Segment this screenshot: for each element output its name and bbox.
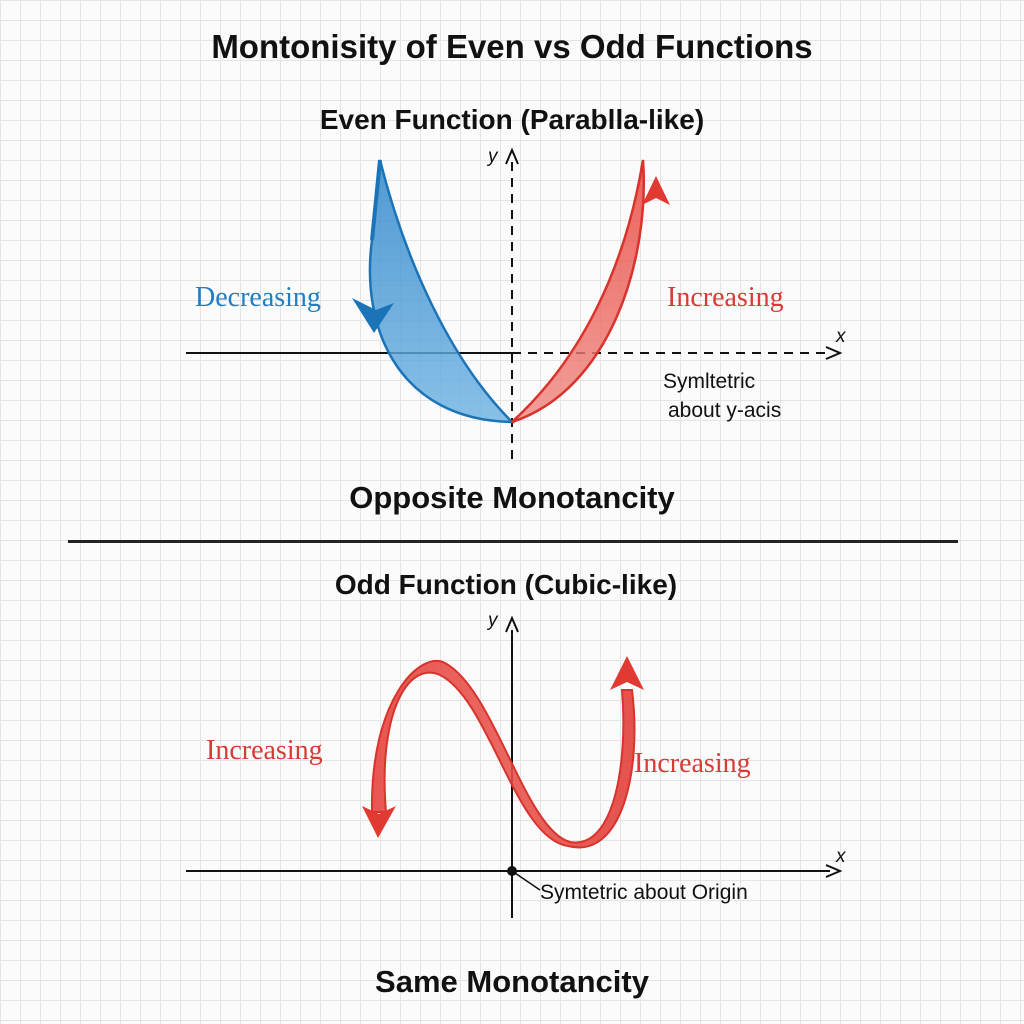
origin-pointer-line <box>511 870 541 891</box>
section-divider <box>68 540 958 543</box>
even-increasing-ribbon <box>511 159 645 424</box>
even-symmetry-note-line1: Symltetric <box>663 370 756 393</box>
even-decreasing-arrowhead <box>352 298 394 333</box>
odd-left-increasing-label: Increasing <box>206 735 323 766</box>
odd-x-axis-label: x <box>836 846 846 867</box>
odd-right-increasing-label: Increasing <box>634 748 751 779</box>
odd-function-graph <box>186 615 843 918</box>
even-function-graph <box>186 147 843 460</box>
even-y-axis-label: y <box>488 146 498 167</box>
odd-curve-ribbon <box>370 660 636 849</box>
odd-x-axis-arrowhead <box>825 864 843 878</box>
odd-curve-down-arrowhead <box>362 806 396 838</box>
odd-y-axis-arrowhead <box>505 615 519 633</box>
odd-symmetry-note: Symtetric about Origin <box>540 881 748 904</box>
even-x-axis-arrowhead <box>825 346 843 360</box>
odd-curve-up-arrowhead <box>610 656 644 690</box>
even-increasing-arrowhead <box>642 176 670 205</box>
even-decreasing-edge <box>370 159 382 241</box>
even-decreasing-ribbon <box>368 159 516 424</box>
even-increasing-label: Increasing <box>667 282 784 313</box>
even-decreasing-label: Decreasing <box>195 282 321 313</box>
even-y-axis-arrowhead <box>505 147 519 165</box>
even-symmetry-note-line2: about y-acis <box>668 399 782 422</box>
even-caption: Opposite Monotancity <box>349 480 675 515</box>
page-title: Montonisity of Even vs Odd Functions <box>211 28 813 65</box>
odd-function-heading: Odd Function (Cubic-like) <box>334 569 678 600</box>
odd-y-axis-label: y <box>488 610 498 631</box>
even-function-heading: Even Function (Parablla-like) <box>319 104 705 135</box>
odd-caption: Same Monotancity <box>375 964 649 999</box>
even-x-axis-label: x <box>836 326 846 347</box>
